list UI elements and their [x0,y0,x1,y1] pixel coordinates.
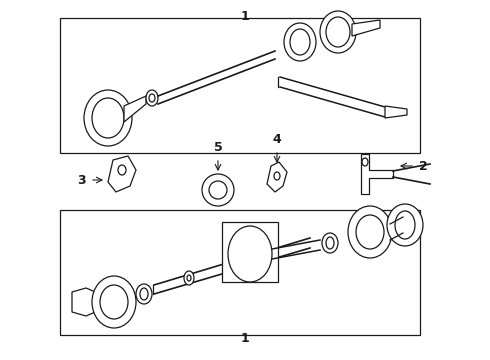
Ellipse shape [92,276,136,328]
Ellipse shape [320,11,356,53]
Polygon shape [267,162,287,192]
Ellipse shape [92,98,124,138]
Ellipse shape [395,211,415,239]
Ellipse shape [274,172,280,180]
Ellipse shape [326,17,350,47]
Ellipse shape [100,285,128,319]
Ellipse shape [284,23,316,61]
Ellipse shape [149,94,155,102]
Ellipse shape [140,288,148,300]
Text: 1: 1 [241,10,249,23]
Polygon shape [385,106,407,118]
Text: 4: 4 [272,133,281,146]
Ellipse shape [326,237,334,249]
Ellipse shape [187,275,191,281]
Text: 2: 2 [419,159,428,172]
Text: 1: 1 [241,332,249,345]
Bar [60,18,420,153]
Ellipse shape [290,29,310,55]
Ellipse shape [322,233,338,253]
Bar [60,210,420,335]
Ellipse shape [202,174,234,206]
Ellipse shape [348,206,392,258]
Polygon shape [108,156,136,192]
Ellipse shape [184,271,194,285]
Polygon shape [124,96,146,122]
Ellipse shape [387,204,423,246]
Text: 5: 5 [214,141,222,154]
Polygon shape [72,288,100,316]
Ellipse shape [84,90,132,146]
Polygon shape [352,20,380,36]
Ellipse shape [136,284,152,304]
Text: 3: 3 [77,174,86,186]
Ellipse shape [118,165,126,175]
Ellipse shape [146,90,158,106]
Bar [222,222,278,282]
Ellipse shape [209,181,227,199]
Ellipse shape [356,215,384,249]
Ellipse shape [228,226,272,282]
Ellipse shape [362,158,368,166]
Polygon shape [361,154,393,194]
